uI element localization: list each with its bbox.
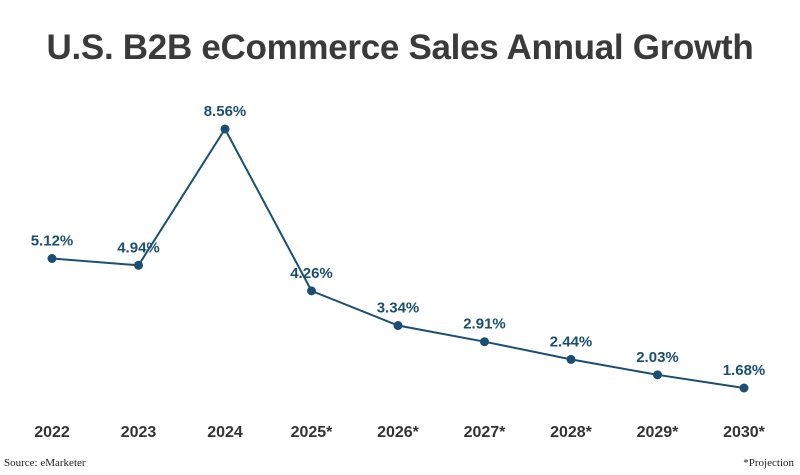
projection-footnote: *Projection [743,457,794,469]
data-labels: 5.12% 4.94% 8.56% 4.26% 3.34% 2.91% 2.44% 2.03%… [31,103,766,379]
x-tick-2026: 2026* [377,424,420,441]
data-point-2029 [653,370,662,380]
data-point-2025 [307,286,316,296]
data-point-2027 [480,337,489,347]
data-label-2029: 2.03% [636,349,679,366]
data-label-2024: 8.56% [204,103,247,120]
chart-title: U.S. B2B eCommerce Sales Annual Growth [46,28,754,67]
data-label-2026: 3.34% [377,300,420,317]
data-label-2030: 1.68% [723,362,766,379]
data-label-2027: 2.91% [463,316,506,333]
data-point-2024 [220,124,230,134]
data-point-2022 [47,254,57,263]
x-tick-2023: 2023 [121,424,157,441]
x-tick-2027: 2027* [464,424,507,441]
x-tick-2028: 2028* [550,424,593,441]
data-points [47,124,749,393]
data-point-2028 [566,354,576,364]
source-note: Source: eMarketer [4,457,86,469]
data-label-2025: 4.26% [290,265,333,282]
x-tick-2025: 2025* [291,424,334,441]
data-label-2022: 5.12% [31,233,74,250]
x-tick-2030: 2030* [723,424,766,441]
x-tick-2029: 2029* [637,424,680,441]
data-point-2026 [393,321,403,331]
data-point-2030 [739,383,749,393]
data-label-2023: 4.94% [117,239,160,256]
data-label-2028: 2.44% [550,333,593,350]
x-tick-2022: 2022 [34,424,70,441]
data-point-2023 [134,260,143,270]
x-tick-2024: 2024 [207,424,243,441]
x-axis-ticks: 2022 2023 2024 2025* 2026* 2027* 2028* 2029* 203… [34,424,765,441]
